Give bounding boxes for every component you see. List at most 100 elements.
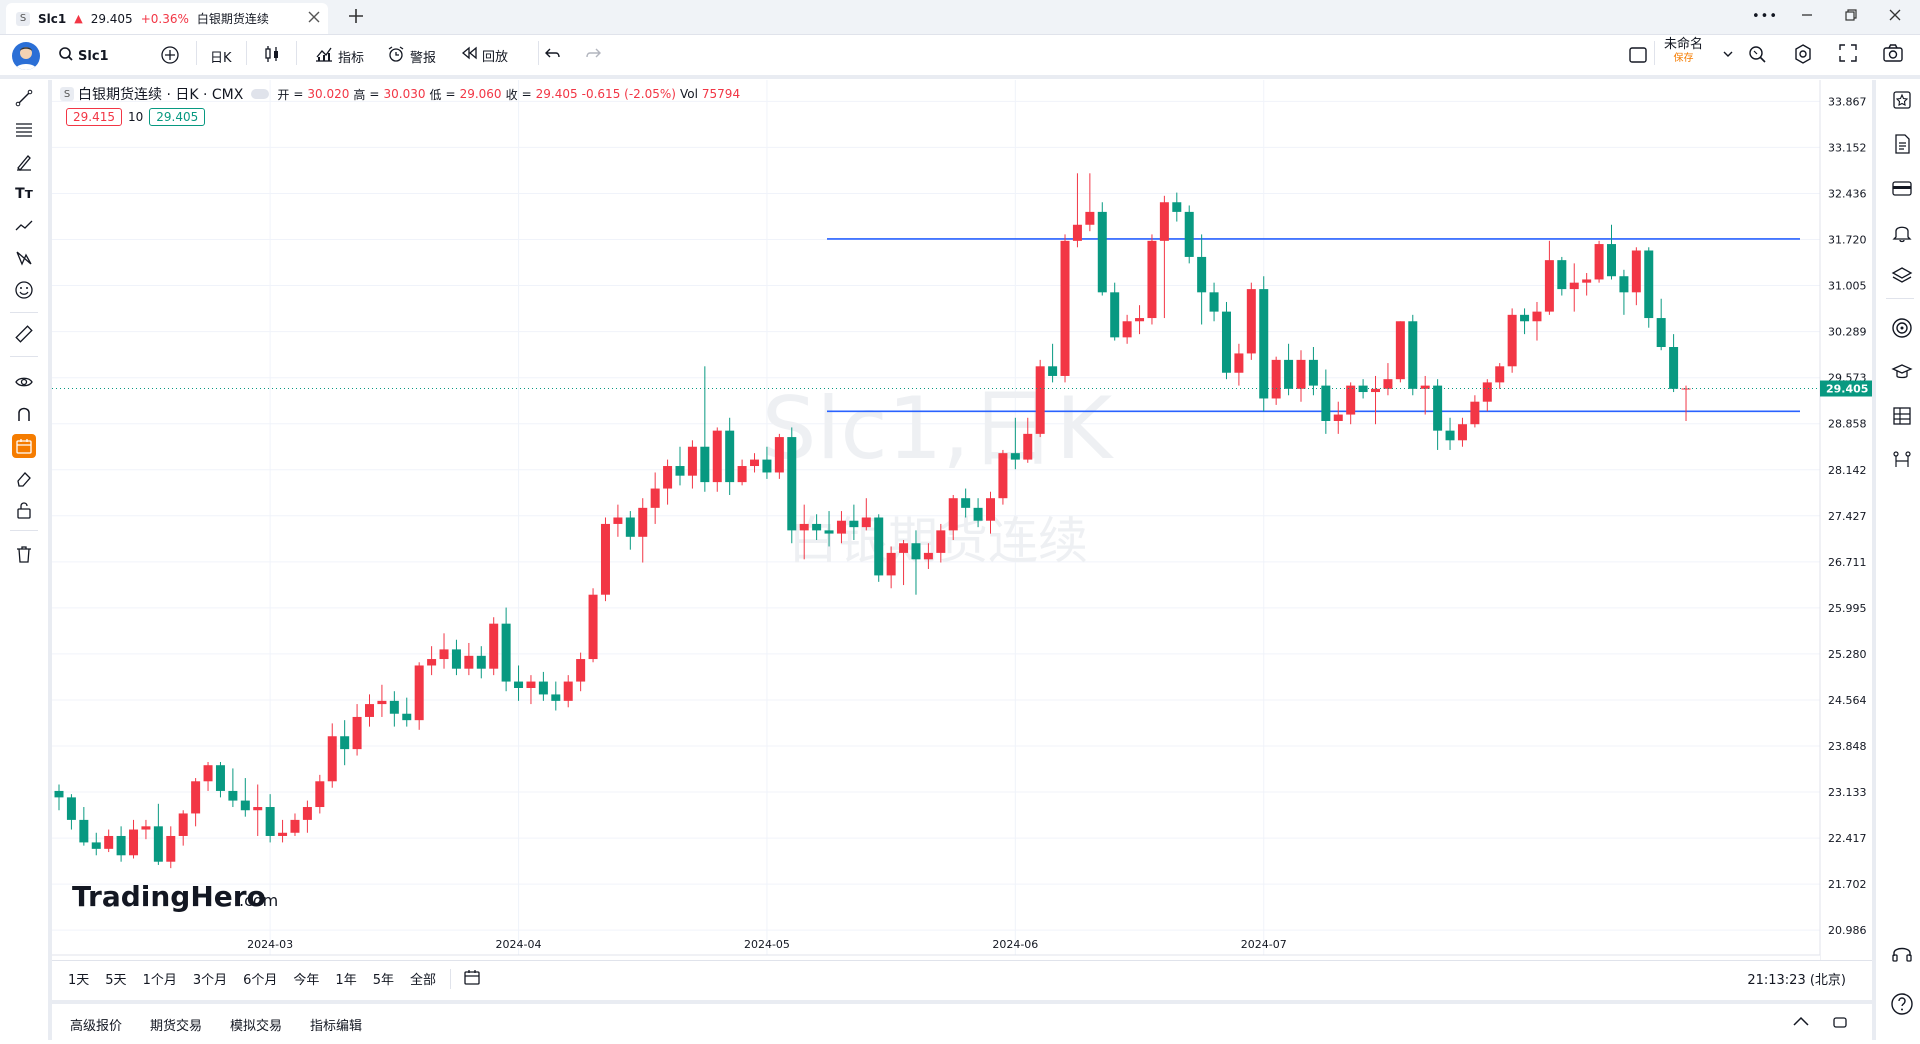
camera-snapshot-icon[interactable]	[1882, 43, 1904, 67]
bottom-tab[interactable]: 指标编辑	[310, 1018, 363, 1034]
new-tab-icon[interactable]	[347, 7, 365, 29]
fibonacci-icon[interactable]	[12, 118, 36, 142]
target-icon[interactable]	[1890, 316, 1914, 340]
bottom-tab[interactable]: 期货交易	[150, 1018, 203, 1034]
candle	[228, 768, 238, 808]
text-tool-icon[interactable]: Tт	[15, 186, 33, 202]
replay-button[interactable]: 回放	[460, 45, 508, 65]
candle	[439, 633, 449, 669]
redo-icon[interactable]	[584, 45, 602, 67]
range-button[interactable]: 5年	[372, 973, 394, 988]
candle-body	[389, 700, 399, 714]
alerts-button[interactable]: 警报	[386, 45, 436, 67]
education-icon[interactable]	[1890, 360, 1914, 384]
price-axis[interactable]: 33.86733.15232.43631.72031.00530.28929.5…	[1819, 80, 1872, 960]
interval-button[interactable]: 日K	[210, 51, 232, 66]
table-grid-icon[interactable]	[1890, 404, 1914, 428]
emoji-icon[interactable]	[12, 278, 36, 302]
candle-body	[750, 459, 760, 467]
lock-icon[interactable]	[12, 498, 36, 522]
brush-icon[interactable]	[12, 150, 36, 174]
bottom-tab[interactable]: 高级报价	[70, 1018, 123, 1034]
divider	[450, 968, 451, 989]
indicators-button[interactable]: 指标	[314, 45, 364, 67]
alarm-clock-icon	[386, 45, 406, 67]
range-button[interactable]: 1年	[335, 973, 357, 988]
watchlist-icon[interactable]	[1890, 88, 1914, 112]
range-button[interactable]: 6个月	[243, 973, 278, 988]
candle	[1097, 202, 1107, 296]
ruler-icon[interactable]	[12, 322, 36, 346]
range-button[interactable]: 全部	[409, 973, 436, 988]
candle-body	[737, 466, 747, 483]
candle-body	[1495, 366, 1505, 383]
candle	[1482, 379, 1492, 412]
candle	[402, 697, 412, 727]
candlestick-type-icon[interactable]	[262, 44, 282, 68]
candle-body	[1371, 388, 1381, 393]
layout-name-button[interactable]: 未命名 保存	[1664, 38, 1703, 66]
chevron-up-icon[interactable]	[1792, 1015, 1810, 1033]
hierarchy-icon[interactable]	[1890, 448, 1914, 472]
goto-date-icon[interactable]	[457, 968, 487, 990]
candle	[1582, 273, 1592, 296]
pattern-icon[interactable]	[12, 214, 36, 238]
help-icon[interactable]	[1890, 992, 1914, 1016]
candle-body	[824, 530, 834, 534]
layout-name: 未命名	[1664, 37, 1704, 52]
bell-icon[interactable]	[1890, 220, 1914, 244]
close-icon[interactable]	[1888, 8, 1902, 26]
bid-price-button[interactable]: 29.415	[66, 108, 122, 126]
ask-price-button[interactable]: 29.405	[149, 108, 206, 126]
layers-icon[interactable]	[1890, 264, 1914, 288]
more-icon[interactable]: •••	[1752, 9, 1779, 24]
minimize-icon[interactable]	[1800, 8, 1814, 26]
news-icon[interactable]	[1890, 132, 1914, 156]
legend-collapse-icon[interactable]	[251, 89, 270, 99]
clock-timezone[interactable]: 21:13:23 (北京)	[1747, 973, 1846, 988]
bottom-tab[interactable]: 模拟交易	[230, 1018, 283, 1034]
drawing-mode-icon[interactable]	[12, 434, 36, 458]
trash-icon[interactable]	[12, 542, 36, 566]
tab-close-icon[interactable]	[308, 11, 320, 26]
range-button[interactable]: 3个月	[192, 973, 228, 988]
candle	[650, 472, 660, 524]
horizontal-lines[interactable]	[827, 238, 1800, 413]
magnet-icon[interactable]	[12, 402, 36, 426]
range-button[interactable]: 今年	[293, 973, 320, 988]
compare-add-icon[interactable]	[160, 45, 180, 69]
range-button[interactable]: 1个月	[142, 973, 177, 988]
candle	[1681, 385, 1691, 421]
trend-line-icon[interactable]	[12, 86, 36, 110]
quick-search-icon[interactable]	[1746, 43, 1768, 69]
range-button[interactable]: 5天	[105, 973, 127, 988]
bid-ask-panel: 29.415 10 29.405	[66, 108, 206, 126]
eraser-icon[interactable]	[12, 466, 36, 490]
range-button[interactable]: 1天	[68, 973, 90, 988]
price-chart[interactable]: Slc1,日K 白银期货连续 33.86733.15232.43631.7203…	[52, 80, 1872, 960]
maximize-panel-icon[interactable]	[1832, 1015, 1848, 1033]
candle	[824, 511, 834, 547]
single-layout-icon[interactable]	[1628, 45, 1648, 69]
chevron-down-icon[interactable]	[1722, 48, 1734, 63]
avatar[interactable]	[12, 42, 40, 70]
candle-body	[1681, 388, 1691, 390]
open-label: 开	[277, 87, 290, 102]
legend-symbol-name[interactable]: 白银期货连续 · 日K · CMX	[78, 87, 244, 103]
candle	[302, 800, 312, 833]
wallet-icon[interactable]	[1890, 176, 1914, 200]
candle-body	[1569, 282, 1579, 290]
candle-body	[986, 498, 995, 521]
headset-support-icon[interactable]	[1890, 942, 1914, 966]
eye-icon[interactable]	[12, 370, 36, 394]
restore-icon[interactable]	[1844, 8, 1858, 26]
time-axis[interactable]: 2024-03 2024-04 2024-05 2024-06 2024-07	[52, 938, 1820, 960]
fullscreen-icon[interactable]	[1838, 43, 1858, 67]
undo-icon[interactable]	[544, 45, 562, 67]
symbol-search[interactable]: Slc1	[58, 46, 109, 66]
xabcd-pattern-icon[interactable]	[12, 246, 36, 270]
browser-tab[interactable]: S Slc1 ▲ 29.405 +0.36% 白银期货连续	[6, 3, 328, 34]
price-tick-label: 33.152	[1828, 141, 1867, 154]
candle	[762, 446, 772, 479]
settings-gear-icon[interactable]	[1792, 43, 1814, 69]
